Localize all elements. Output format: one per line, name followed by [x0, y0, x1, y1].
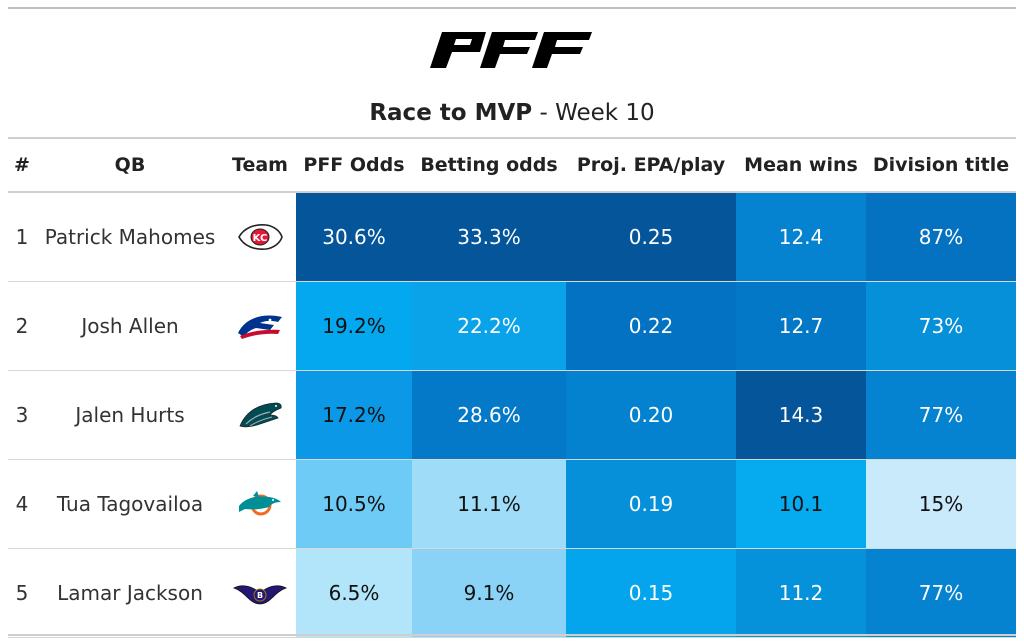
- chiefs-logo-icon: KC: [238, 224, 283, 250]
- epa-cell: 0.25: [566, 192, 736, 282]
- svg-text:B: B: [257, 591, 263, 600]
- mvp-table: # QB Team PFF Odds Betting odds Proj. EP…: [8, 139, 1016, 638]
- col-header-pff-odds: PFF Odds: [296, 139, 412, 193]
- betting-odds-cell: 9.1%: [412, 548, 566, 638]
- dolphins-logo-icon: [239, 491, 281, 516]
- team-cell: KC: [224, 192, 296, 282]
- pff-odds-cell: 6.5%: [296, 548, 412, 638]
- qb-name-cell: Josh Allen: [36, 281, 224, 371]
- rank-cell: 3: [8, 370, 36, 460]
- rank-cell: 1: [8, 192, 36, 282]
- mean-wins-cell: 12.4: [736, 192, 866, 282]
- page-title: Race to MVP - Week 10: [0, 96, 1024, 130]
- team-cell: [224, 281, 296, 371]
- epa-cell: 0.20: [566, 370, 736, 460]
- rank-cell: 4: [8, 459, 36, 549]
- mean-wins-cell: 14.3: [736, 370, 866, 460]
- table-header-row: # QB Team PFF Odds Betting odds Proj. EP…: [8, 139, 1016, 193]
- betting-odds-cell: 22.2%: [412, 281, 566, 371]
- qb-name-cell: Lamar Jackson: [36, 548, 224, 638]
- title-bold: Race to MVP: [369, 100, 533, 126]
- table-bottom-rule: [8, 634, 1016, 636]
- qb-name-cell: Tua Tagovailoa: [36, 459, 224, 549]
- division-title-cell: 77%: [866, 548, 1016, 638]
- col-header-team: Team: [224, 139, 296, 193]
- division-title-cell: 15%: [866, 459, 1016, 549]
- top-divider: [8, 7, 1016, 9]
- pff-odds-cell: 17.2%: [296, 370, 412, 460]
- table-row: 5 Lamar Jackson B 6.5% 9.1% 0.15 11.2 77…: [8, 548, 1016, 638]
- col-header-betting-odds: Betting odds: [412, 139, 566, 193]
- betting-odds-cell: 28.6%: [412, 370, 566, 460]
- epa-cell: 0.19: [566, 459, 736, 549]
- division-title-cell: 73%: [866, 281, 1016, 371]
- qb-name-cell: Jalen Hurts: [36, 370, 224, 460]
- table-row: 3 Jalen Hurts 17.2% 28.6% 0.20 14.3 77%: [8, 370, 1016, 460]
- col-header-qb: QB: [36, 139, 224, 193]
- col-header-epa: Proj. EPA/play: [566, 139, 736, 193]
- eagles-logo-icon: [239, 402, 282, 428]
- col-header-rank: #: [8, 139, 36, 193]
- pff-odds-cell: 10.5%: [296, 459, 412, 549]
- epa-cell: 0.15: [566, 548, 736, 638]
- betting-odds-cell: 33.3%: [412, 192, 566, 282]
- bills-logo-icon: [238, 315, 282, 339]
- svg-text:KC: KC: [253, 233, 268, 244]
- pff-logo: [428, 28, 596, 72]
- mean-wins-cell: 10.1: [736, 459, 866, 549]
- mean-wins-cell: 11.2: [736, 548, 866, 638]
- pff-logo-icon: [430, 32, 592, 68]
- betting-odds-cell: 11.1%: [412, 459, 566, 549]
- header-top-rule: [8, 137, 1016, 139]
- team-cell: [224, 459, 296, 549]
- division-title-cell: 77%: [866, 370, 1016, 460]
- table-row: 1 Patrick Mahomes KC 30.6% 33.3% 0.25 12…: [8, 192, 1016, 282]
- rank-cell: 2: [8, 281, 36, 371]
- team-cell: B: [224, 548, 296, 638]
- division-title-cell: 87%: [866, 192, 1016, 282]
- pff-odds-cell: 19.2%: [296, 281, 412, 371]
- rank-cell: 5: [8, 548, 36, 638]
- qb-name-cell: Patrick Mahomes: [36, 192, 224, 282]
- col-header-division: Division title: [866, 139, 1016, 193]
- pff-odds-cell: 30.6%: [296, 192, 412, 282]
- mean-wins-cell: 12.7: [736, 281, 866, 371]
- epa-cell: 0.22: [566, 281, 736, 371]
- col-header-mean-wins: Mean wins: [736, 139, 866, 193]
- ravens-logo-icon: B: [232, 585, 288, 605]
- table-row: 4 Tua Tagovailoa 10.5% 11.1% 0.19 10.1 1…: [8, 459, 1016, 549]
- title-rest: - Week 10: [532, 100, 655, 126]
- table-row: 2 Josh Allen 19.2% 22.2% 0.22 12.7 73%: [8, 281, 1016, 371]
- team-cell: [224, 370, 296, 460]
